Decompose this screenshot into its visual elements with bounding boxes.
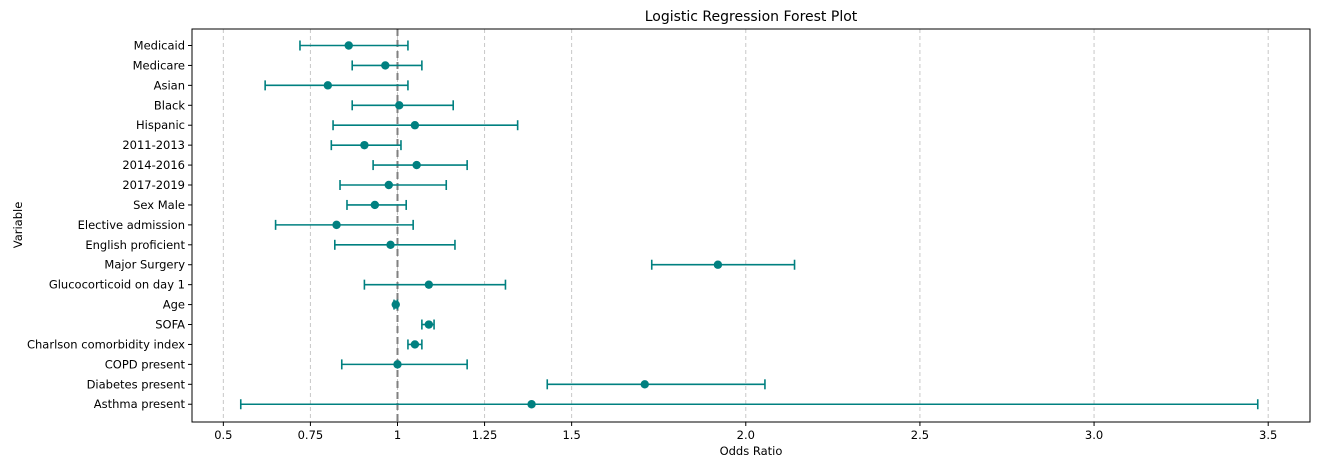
y-tick-label: Sex Male	[133, 198, 185, 212]
marks-layer	[239, 40, 1259, 410]
x-tick-label: 0.5	[214, 428, 232, 442]
y-tick-label: Asthma present	[94, 397, 186, 411]
y-tick-label: SOFA	[155, 318, 185, 332]
odds-ratio-point	[640, 380, 649, 389]
x-tick-label: 3.0	[1085, 428, 1103, 442]
forest-row	[339, 180, 448, 191]
y-tick-label: Elective admission	[78, 218, 185, 232]
odds-ratio-point	[344, 41, 353, 50]
x-axis-label: Odds Ratio	[720, 444, 783, 458]
odds-ratio-point	[323, 81, 333, 90]
chart-title: Logistic Regression Forest Plot	[645, 9, 858, 25]
forest-row	[340, 359, 468, 370]
odds-ratio-point	[527, 400, 536, 409]
y-tick-label: Hispanic	[136, 118, 185, 132]
forest-row	[274, 219, 414, 230]
x-tick-label: 3.5	[1259, 428, 1277, 442]
forest-row	[332, 120, 519, 131]
odds-ratio-point	[424, 280, 434, 289]
y-tick-label: Age	[163, 298, 185, 312]
y-tick-label: Medicare	[133, 58, 185, 72]
forest-row	[299, 40, 409, 51]
x-tick-label: 1.25	[472, 428, 498, 442]
y-tick-label: 2017-2019	[122, 178, 185, 192]
y-tick-label: 2014-2016	[122, 158, 185, 172]
y-axis: Medicaid Medicare Asian Black Hispanic 2011-2…	[27, 39, 192, 411]
odds-ratio-point	[393, 360, 402, 369]
forest-row	[546, 379, 766, 390]
odds-ratio-point	[713, 260, 723, 269]
odds-ratio-point	[386, 240, 395, 249]
y-tick-label: English proficient	[85, 238, 185, 252]
y-tick-label: Diabetes present	[87, 377, 186, 391]
y-tick-label: Asian	[154, 78, 185, 92]
x-tick-label: 1	[394, 428, 401, 442]
odds-ratio-point	[412, 160, 421, 170]
forest-row	[330, 140, 402, 151]
forest-row	[346, 199, 407, 210]
forest-row	[239, 399, 1259, 410]
odds-ratio-point	[381, 61, 390, 70]
y-tick-label: Black	[154, 98, 185, 112]
x-tick-label: 0.75	[298, 428, 324, 442]
y-tick-label: Charlson comorbidity index	[27, 337, 185, 351]
forest-row	[407, 339, 423, 350]
forest-row	[372, 160, 468, 171]
odds-ratio-point	[370, 200, 380, 210]
forest-row	[333, 239, 456, 250]
forest-row	[363, 279, 507, 290]
odds-ratio-point	[395, 101, 404, 110]
forest-row	[351, 60, 423, 71]
x-tick-label: 1.5	[562, 428, 580, 442]
odds-ratio-point	[410, 340, 420, 349]
odds-ratio-point	[410, 121, 420, 130]
forest-row	[391, 299, 400, 310]
forest-row	[650, 259, 796, 270]
y-tick-label: Major Surgery	[104, 258, 185, 272]
y-axis-label: Variable	[11, 202, 25, 249]
y-tick-label: 2011-2013	[122, 138, 185, 152]
forest-row	[264, 80, 409, 91]
odds-ratio-point	[424, 320, 434, 329]
forest-row	[351, 100, 455, 111]
plot-frame	[191, 28, 1311, 423]
x-axis: 0.5 0.75 1 1.25 1.5 2.0 2.5 3.0 3.5	[214, 422, 1277, 442]
odds-ratio-point	[360, 140, 369, 150]
forest-row	[421, 319, 435, 330]
y-tick-label: Medicaid	[134, 39, 185, 53]
x-tick-label: 2.0	[737, 428, 755, 442]
odds-ratio-point	[384, 180, 393, 190]
x-tick-label: 2.5	[911, 428, 929, 442]
odds-ratio-point	[332, 220, 341, 230]
y-tick-label: Glucocorticoid on day 1	[49, 278, 185, 292]
odds-ratio-point	[391, 300, 400, 309]
y-tick-label: COPD present	[105, 357, 186, 371]
